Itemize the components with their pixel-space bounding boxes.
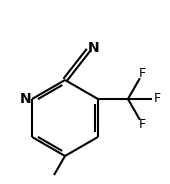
Text: F: F — [139, 118, 146, 131]
Text: F: F — [153, 93, 160, 105]
Text: F: F — [139, 67, 146, 80]
Text: N: N — [88, 41, 99, 55]
Text: N: N — [19, 92, 31, 106]
